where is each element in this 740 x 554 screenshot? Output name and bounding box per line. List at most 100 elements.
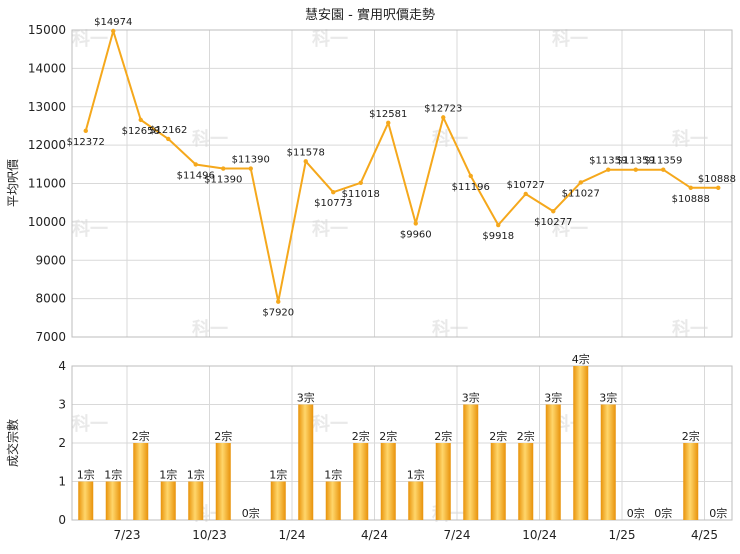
price-y-tick-label: 11000 xyxy=(28,177,66,191)
transaction-bar-label: 2宗 xyxy=(214,429,232,443)
price-point xyxy=(661,167,666,172)
transactions-y-tick-label: 3 xyxy=(58,398,66,412)
transaction-bar xyxy=(490,443,506,520)
transactions-y-tick-label: 2 xyxy=(58,436,66,450)
price-point xyxy=(578,180,583,185)
transaction-bar xyxy=(573,366,589,520)
watermark: 科一 xyxy=(672,128,708,150)
transaction-bar xyxy=(353,443,369,520)
transaction-bar xyxy=(463,404,479,520)
transaction-bar xyxy=(408,481,424,520)
transaction-bar-label: 2宗 xyxy=(132,429,150,443)
price-y-tick-label: 12000 xyxy=(28,138,66,152)
price-point xyxy=(551,209,556,214)
price-data-label: $12372 xyxy=(67,137,105,148)
x-tick-label: 7/24 xyxy=(444,528,471,542)
price-data-label: $10888 xyxy=(672,194,710,205)
x-tick-label: 1/24 xyxy=(279,528,306,542)
transactions-axis-title: 成交宗數 xyxy=(5,419,20,467)
watermark: 科一 xyxy=(312,218,348,240)
price-point xyxy=(83,128,88,134)
price-data-label: $12658 xyxy=(122,126,160,137)
watermark: 科一 xyxy=(72,218,108,240)
transaction-bar-label: 1宗 xyxy=(407,468,425,482)
transaction-bar-label: 2宗 xyxy=(517,429,535,443)
price-data-label: $11390 xyxy=(232,155,270,166)
bars: 1宗 1宗 2宗 1宗 1宗 2宗 0宗 1宗 3宗 1宗 2宗 2宗 1宗 2宗 3宗 2宗 2宗 3宗 4宗 3宗… xyxy=(77,352,727,520)
price-data-label: $14974 xyxy=(94,17,132,28)
transactions-y-tick-label: 4 xyxy=(58,359,66,373)
price-point xyxy=(633,167,638,172)
price-data-label: $11359 xyxy=(589,156,627,167)
watermark: 科一 xyxy=(552,28,588,50)
price-data-label: $7920 xyxy=(262,308,294,319)
price-data-label: $11196 xyxy=(452,182,490,193)
price-point xyxy=(248,166,253,171)
watermark: 科一 xyxy=(552,218,588,240)
watermark: 科一 xyxy=(672,318,708,340)
transaction-bar xyxy=(133,443,149,520)
price-point xyxy=(523,191,528,197)
price-point xyxy=(276,299,281,304)
price-data-label: $12162 xyxy=(149,125,187,136)
price-y-tick-label: 14000 xyxy=(28,61,66,75)
price-data-label: $11390 xyxy=(204,175,242,186)
price-data-label: $10888 xyxy=(698,174,736,185)
transaction-bar-label: 0宗 xyxy=(709,506,727,520)
transaction-bar-label: 3宗 xyxy=(599,391,617,405)
x-tick-label: 1/25 xyxy=(609,528,636,542)
transaction-bar-label: 2宗 xyxy=(352,429,370,443)
price-y-tick-label: 9000 xyxy=(35,253,66,267)
transaction-bar xyxy=(215,443,231,520)
x-tick-label: 4/25 xyxy=(691,528,718,542)
transaction-bar-label: 2宗 xyxy=(434,429,452,443)
price-point xyxy=(441,115,446,120)
transactions-plot-frame xyxy=(71,365,733,521)
chart-title: 慧安園 - 實用呎價走勢 xyxy=(305,7,435,23)
transaction-bar-label: 0宗 xyxy=(242,506,260,520)
price-point xyxy=(468,173,473,179)
price-y-tick-label: 15000 xyxy=(28,23,66,37)
price-data-label: $9918 xyxy=(482,231,514,242)
transaction-bar-label: 4宗 xyxy=(572,352,590,366)
price-line-group xyxy=(83,28,721,304)
price-y-tick-label: 8000 xyxy=(35,292,66,306)
transaction-bar-label: 3宗 xyxy=(462,391,480,405)
transaction-bar-label: 0宗 xyxy=(654,506,672,520)
price-point xyxy=(111,28,116,34)
transaction-bar-label: 1宗 xyxy=(104,468,122,482)
transaction-bar xyxy=(78,481,94,520)
price-data-label: $11018 xyxy=(342,189,380,200)
price-data-label: $9960 xyxy=(400,229,432,240)
x-tick-label: 10/23 xyxy=(192,528,227,542)
transaction-bar-label: 0宗 xyxy=(627,506,645,520)
watermark: 科一 xyxy=(432,128,468,150)
price-point xyxy=(331,190,336,195)
price-point xyxy=(386,120,391,126)
price-line xyxy=(84,29,719,303)
price-data-label: $10773 xyxy=(314,198,352,209)
price-data-label: $10277 xyxy=(534,217,572,228)
transaction-bar xyxy=(298,404,314,520)
transaction-bar-label: 1宗 xyxy=(187,468,205,482)
price-data-label: $12581 xyxy=(369,109,407,120)
price-data-label: $10727 xyxy=(507,180,545,191)
price-grid: 7000 8000 9000 10000 11000 12000 13000 14000 150… xyxy=(28,23,733,344)
watermark: 科一 xyxy=(312,28,348,50)
price-axis-title: 平均呎價 xyxy=(6,159,20,207)
transaction-bar xyxy=(518,443,534,520)
transaction-bar-label: 1宗 xyxy=(324,468,342,482)
transaction-bar-label: 1宗 xyxy=(77,468,95,482)
transaction-bar xyxy=(545,404,561,520)
transaction-bar-label: 3宗 xyxy=(297,391,315,405)
watermark: 科一 xyxy=(72,28,108,50)
price-data-label: $11027 xyxy=(562,188,600,199)
transaction-bar xyxy=(683,443,699,520)
price-point xyxy=(413,221,418,226)
transactions-y-tick-label: 1 xyxy=(58,475,66,489)
watermark: 科一 xyxy=(72,413,108,435)
transaction-bar xyxy=(160,481,176,520)
transaction-bar xyxy=(435,443,451,520)
price-data-label: $11359 xyxy=(644,156,682,167)
